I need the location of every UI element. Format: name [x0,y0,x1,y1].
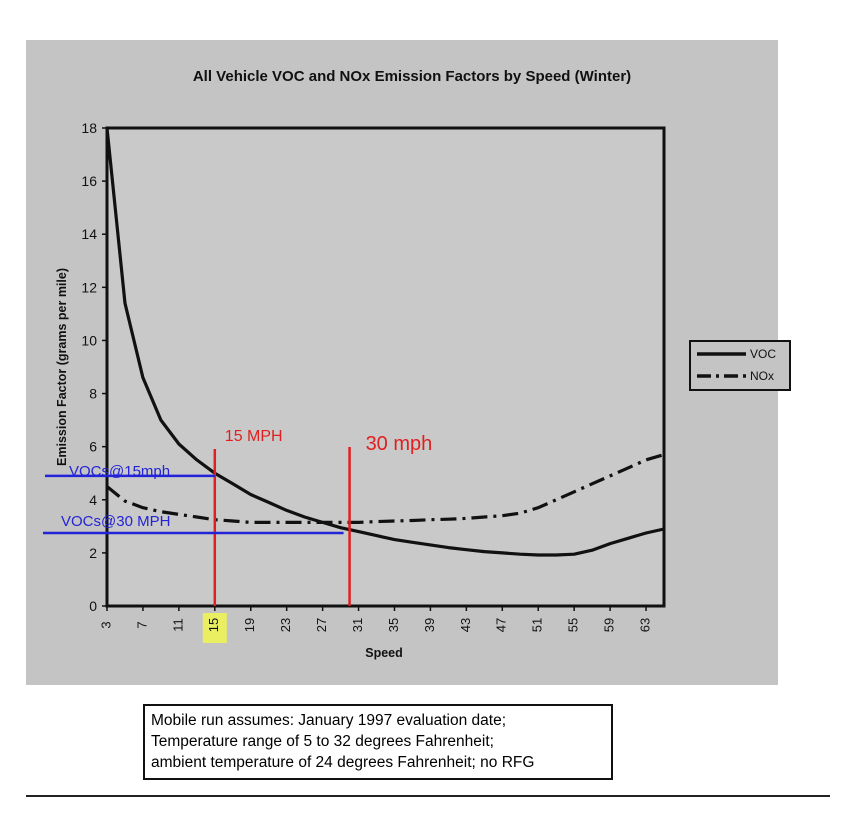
legend: VOC NOx [689,340,791,391]
y-tick-label: 14 [81,226,97,242]
footnote-line: ambient temperature of 24 degrees Fahren… [151,754,535,771]
x-tick-label: 15 [206,618,221,632]
x-tick-label: 7 [134,621,149,628]
x-tick-label: 55 [566,618,581,632]
y-tick-label: 10 [81,332,97,348]
x-tick-label: 27 [314,618,329,632]
speed-marker-label: 30 mph [366,433,433,455]
legend-box [689,340,791,391]
series-layer [105,127,665,557]
annotation-layer: 15 MPH 30 mph VOCs@15mph VOCs@30 MPH [43,428,432,606]
footnote-line: Temperature range of 5 to 32 degrees Fah… [151,733,494,750]
x-axis: 3 7 11 15 19 23 27 31 35 39 43 47 51 55 59 63 [98,606,652,643]
voc-level-label: VOCs@30 MPH [61,513,170,530]
x-tick-label: 11 [170,618,185,632]
footnote-box: Mobile run assumes: January 1997 evaluat… [143,704,613,780]
legend-label-voc: VOC [750,347,776,361]
footnote-line: Mobile run assumes: January 1997 evaluat… [151,712,506,729]
y-axis-label: Emission Factor (grams per mile) [55,268,69,466]
y-tick-label: 18 [81,120,97,136]
y-tick-label: 4 [89,492,97,508]
y-tick-label: 16 [81,173,97,189]
y-tick-label: 0 [89,598,97,614]
legend-label-nox: NOx [750,369,774,383]
y-tick-label: 12 [81,279,97,295]
x-tick-label: 19 [242,618,257,632]
chart-title: All Vehicle VOC and NOx Emission Factors… [193,68,631,85]
voc-level-label: VOCs@15mph [69,463,170,480]
plot-area [105,126,666,608]
x-tick-label: 63 [637,618,652,632]
x-tick-label: 43 [458,618,473,632]
series-line-voc [105,127,665,557]
x-tick-label: 31 [350,618,365,632]
series-line-nox [105,453,665,525]
speed-marker-label: 15 MPH [225,428,283,445]
x-tick-label: 35 [386,618,401,632]
x-axis-label: Speed [365,646,403,660]
x-tick-label: 23 [278,618,293,632]
x-tick-label: 3 [98,621,113,628]
x-tick-label: 47 [494,618,509,632]
x-tick-label: 59 [602,618,617,632]
x-tick-label: 39 [422,618,437,632]
x-tick-label: 51 [530,618,545,632]
y-axis: 0 2 4 6 8 10 12 14 16 18 [81,120,107,614]
tick-highlight [202,613,227,643]
y-tick-label: 2 [89,545,97,561]
y-tick-label: 8 [89,386,97,402]
y-tick-label: 6 [89,439,97,455]
